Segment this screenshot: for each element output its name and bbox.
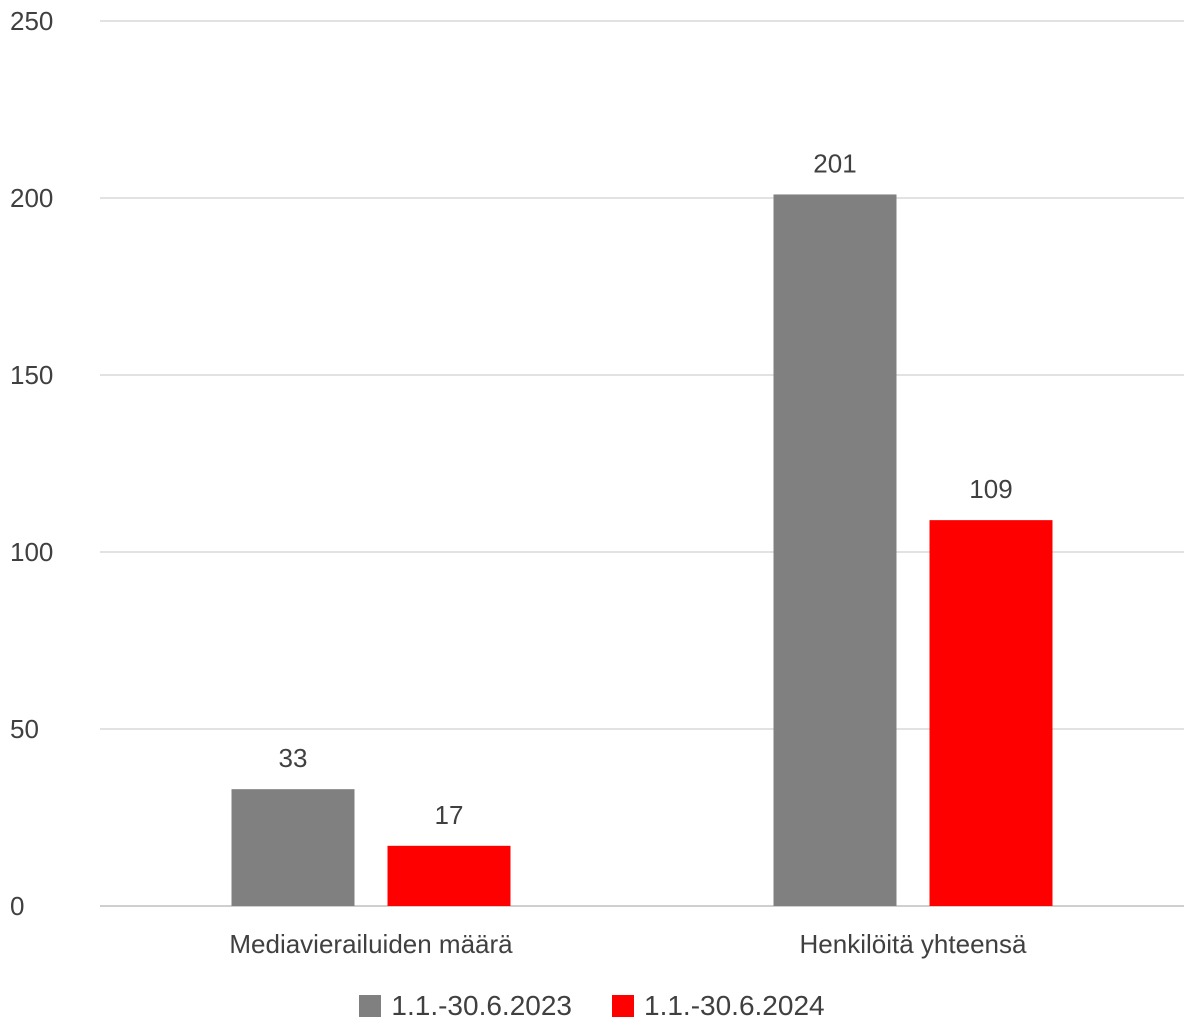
bar [231, 789, 355, 906]
x-category-label: Mediavierailuiden määrä [229, 929, 513, 959]
y-tick-label: 0 [10, 891, 24, 921]
y-tick-label: 50 [10, 714, 39, 744]
data-labels: 33 17 201 109 [279, 148, 1013, 829]
data-label: 17 [435, 800, 464, 830]
y-tick-label: 200 [10, 183, 53, 213]
data-label: 201 [813, 148, 856, 178]
bars [231, 194, 1053, 906]
y-tick-label: 150 [10, 360, 53, 390]
legend: 1.1.-30.6.2023 1.1.-30.6.2024 [0, 988, 1184, 1024]
x-category-label: Henkilöitä yhteensä [800, 929, 1027, 959]
legend-item-2023: 1.1.-30.6.2023 [359, 990, 572, 1022]
legend-item-2024: 1.1.-30.6.2024 [612, 990, 825, 1022]
bar [773, 194, 897, 906]
data-label: 109 [969, 474, 1012, 504]
bar [387, 845, 511, 906]
legend-swatch-2023 [359, 995, 382, 1017]
bar-chart: 0 50 100 150 200 250 33 17 201 109 Mediavierailu… [10, 6, 1184, 959]
data-label: 33 [279, 743, 308, 773]
legend-swatch-2024 [612, 995, 634, 1017]
y-tick-label: 100 [10, 537, 53, 567]
y-axis: 0 50 100 150 200 250 [10, 6, 53, 921]
x-axis: Mediavierailuiden määrä Henkilöitä yhteen… [229, 929, 1027, 959]
legend-label-2023: 1.1.-30.6.2023 [391, 990, 572, 1021]
legend-label-2024: 1.1.-30.6.2024 [644, 990, 825, 1021]
bar [929, 520, 1053, 906]
y-tick-label: 250 [10, 6, 53, 36]
